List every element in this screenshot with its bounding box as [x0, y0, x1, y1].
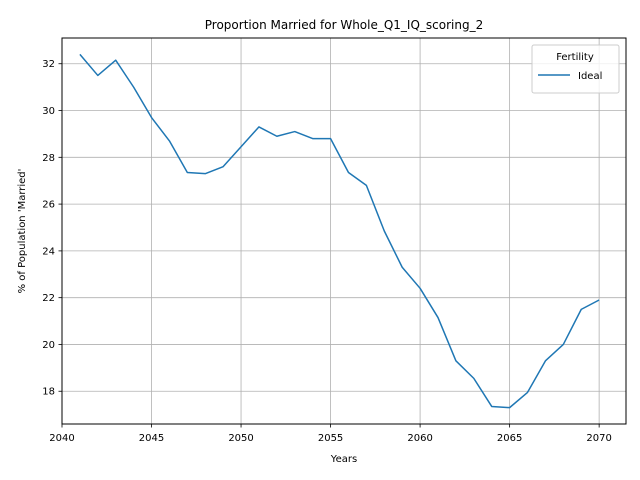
y-tick-label: 32: [42, 59, 55, 70]
legend-box: [531, 44, 620, 94]
x-axis: 2040 2045 2050 2055 2060 2065 2070: [49, 424, 612, 444]
x-tick-label: 2045: [139, 433, 164, 444]
x-tick-label: 2065: [497, 433, 522, 444]
x-tick-label: 2070: [586, 433, 611, 444]
grid-lines: [61, 38, 626, 424]
y-tick-label: 20: [42, 340, 55, 351]
x-tick-label: 2040: [49, 433, 74, 444]
y-axis-label: % of Population 'Married': [17, 169, 28, 294]
y-tick-label: 24: [42, 246, 55, 257]
legend-title: Fertility: [556, 52, 594, 63]
y-tick-label: 26: [42, 200, 55, 211]
y-tick-label: 18: [42, 387, 55, 398]
x-axis-label: Years: [330, 454, 357, 465]
series-line-ideal: [79, 53, 600, 409]
legend-label-ideal: Ideal: [578, 71, 602, 82]
y-axis: 18 20 22 24 26 28 30 32: [42, 59, 62, 398]
y-tick-label: 22: [42, 293, 55, 304]
chart-title: Proportion Married for Whole_Q1_IQ_scori…: [205, 18, 483, 32]
plot-frame: [61, 37, 627, 425]
x-tick-label: 2055: [318, 433, 343, 444]
x-tick-label: 2060: [407, 433, 432, 444]
y-tick-label: 30: [42, 106, 55, 117]
legend: Fertility Ideal: [531, 44, 620, 94]
y-tick-label: 28: [42, 153, 55, 164]
x-tick-label: 2050: [228, 433, 253, 444]
series-layer: [79, 53, 600, 409]
